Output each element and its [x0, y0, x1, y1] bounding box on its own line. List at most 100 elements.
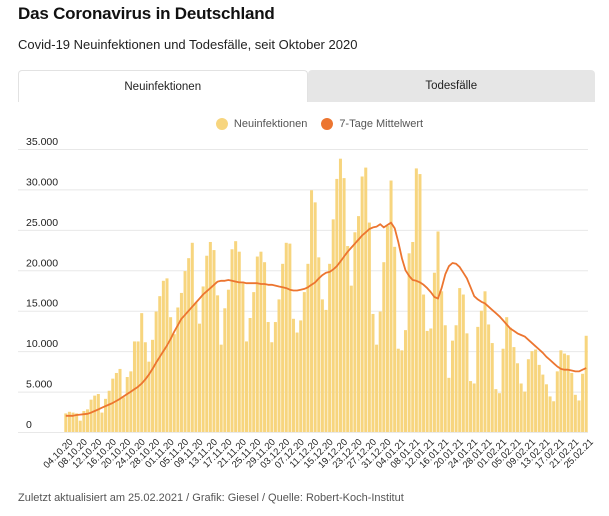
- bar[interactable]: [523, 391, 527, 432]
- bar[interactable]: [490, 343, 494, 432]
- bar[interactable]: [581, 373, 585, 432]
- bar[interactable]: [82, 410, 86, 432]
- bar[interactable]: [555, 371, 559, 432]
- bar[interactable]: [295, 332, 299, 432]
- bar[interactable]: [234, 241, 238, 432]
- bar[interactable]: [425, 330, 429, 432]
- bar[interactable]: [93, 395, 97, 432]
- bar[interactable]: [89, 399, 93, 432]
- bar[interactable]: [342, 178, 346, 432]
- bar[interactable]: [122, 397, 126, 432]
- bar[interactable]: [537, 364, 541, 432]
- bar[interactable]: [530, 351, 534, 432]
- tab-neuinfektionen[interactable]: Neuinfektionen: [18, 70, 308, 102]
- bar[interactable]: [353, 232, 357, 432]
- bar[interactable]: [208, 241, 212, 432]
- bar[interactable]: [432, 272, 436, 432]
- bar[interactable]: [187, 258, 191, 432]
- bar[interactable]: [223, 308, 227, 432]
- bar[interactable]: [104, 398, 108, 432]
- bar[interactable]: [248, 317, 252, 432]
- bar[interactable]: [403, 330, 408, 432]
- bar[interactable]: [418, 174, 422, 432]
- bar[interactable]: [450, 340, 454, 432]
- bar[interactable]: [226, 289, 230, 432]
- bar[interactable]: [111, 378, 115, 432]
- bar[interactable]: [317, 257, 321, 432]
- bar[interactable]: [469, 381, 473, 432]
- bar[interactable]: [216, 295, 220, 432]
- bar[interactable]: [584, 335, 588, 432]
- bar[interactable]: [100, 412, 104, 432]
- bar[interactable]: [183, 271, 187, 432]
- bar[interactable]: [541, 374, 545, 432]
- bar[interactable]: [548, 396, 552, 432]
- bar[interactable]: [67, 411, 71, 432]
- bar[interactable]: [259, 251, 263, 432]
- bar[interactable]: [516, 363, 520, 432]
- bar[interactable]: [313, 202, 317, 432]
- bar[interactable]: [382, 262, 386, 432]
- bar[interactable]: [526, 359, 530, 432]
- bar[interactable]: [165, 278, 169, 432]
- bar[interactable]: [436, 231, 440, 432]
- bar[interactable]: [429, 328, 433, 432]
- bar[interactable]: [573, 394, 577, 432]
- bar[interactable]: [328, 263, 332, 432]
- bar[interactable]: [320, 299, 324, 432]
- bar[interactable]: [179, 292, 183, 432]
- legend-item-neuinfektionen[interactable]: Neuinfektionen: [215, 118, 307, 130]
- bar[interactable]: [118, 368, 122, 432]
- bar[interactable]: [252, 292, 256, 432]
- bar[interactable]: [338, 158, 342, 432]
- bar[interactable]: [458, 288, 462, 432]
- bar[interactable]: [237, 251, 241, 432]
- bar[interactable]: [205, 255, 209, 432]
- bar[interactable]: [302, 292, 306, 432]
- bar[interactable]: [114, 372, 118, 432]
- bar[interactable]: [284, 242, 288, 432]
- bar[interactable]: [461, 294, 465, 432]
- bar[interactable]: [447, 377, 451, 432]
- bar[interactable]: [389, 180, 393, 432]
- bar[interactable]: [552, 401, 556, 432]
- bar[interactable]: [263, 262, 267, 432]
- bar[interactable]: [331, 219, 335, 432]
- bar[interactable]: [440, 291, 444, 432]
- bar[interactable]: [505, 317, 509, 432]
- bar[interactable]: [299, 320, 303, 432]
- bar[interactable]: [487, 324, 491, 432]
- tab-todesfaelle[interactable]: Todesfälle: [307, 70, 595, 102]
- bar[interactable]: [534, 349, 538, 432]
- bar[interactable]: [266, 322, 270, 432]
- bar[interactable]: [71, 412, 75, 432]
- bar[interactable]: [483, 291, 487, 432]
- bar[interactable]: [324, 309, 328, 432]
- bar[interactable]: [310, 190, 314, 432]
- bar[interactable]: [566, 355, 570, 432]
- bar[interactable]: [559, 350, 563, 432]
- bar[interactable]: [476, 326, 480, 432]
- bar[interactable]: [378, 311, 382, 432]
- bar[interactable]: [454, 325, 458, 432]
- bar[interactable]: [244, 341, 249, 432]
- bar[interactable]: [371, 313, 375, 432]
- bar[interactable]: [75, 413, 79, 432]
- bar[interactable]: [411, 241, 415, 432]
- bar[interactable]: [172, 334, 176, 432]
- bar[interactable]: [291, 318, 295, 432]
- bar[interactable]: [494, 389, 498, 432]
- bar[interactable]: [375, 344, 379, 432]
- bar[interactable]: [96, 393, 100, 432]
- bar[interactable]: [241, 281, 245, 432]
- bar[interactable]: [472, 383, 476, 432]
- bar[interactable]: [194, 302, 198, 432]
- bar[interactable]: [140, 313, 144, 432]
- bar[interactable]: [273, 322, 277, 432]
- bar[interactable]: [161, 280, 165, 432]
- bar[interactable]: [501, 348, 505, 432]
- bar[interactable]: [255, 256, 259, 432]
- bar[interactable]: [219, 344, 223, 432]
- bar[interactable]: [176, 307, 180, 432]
- bar[interactable]: [143, 342, 147, 432]
